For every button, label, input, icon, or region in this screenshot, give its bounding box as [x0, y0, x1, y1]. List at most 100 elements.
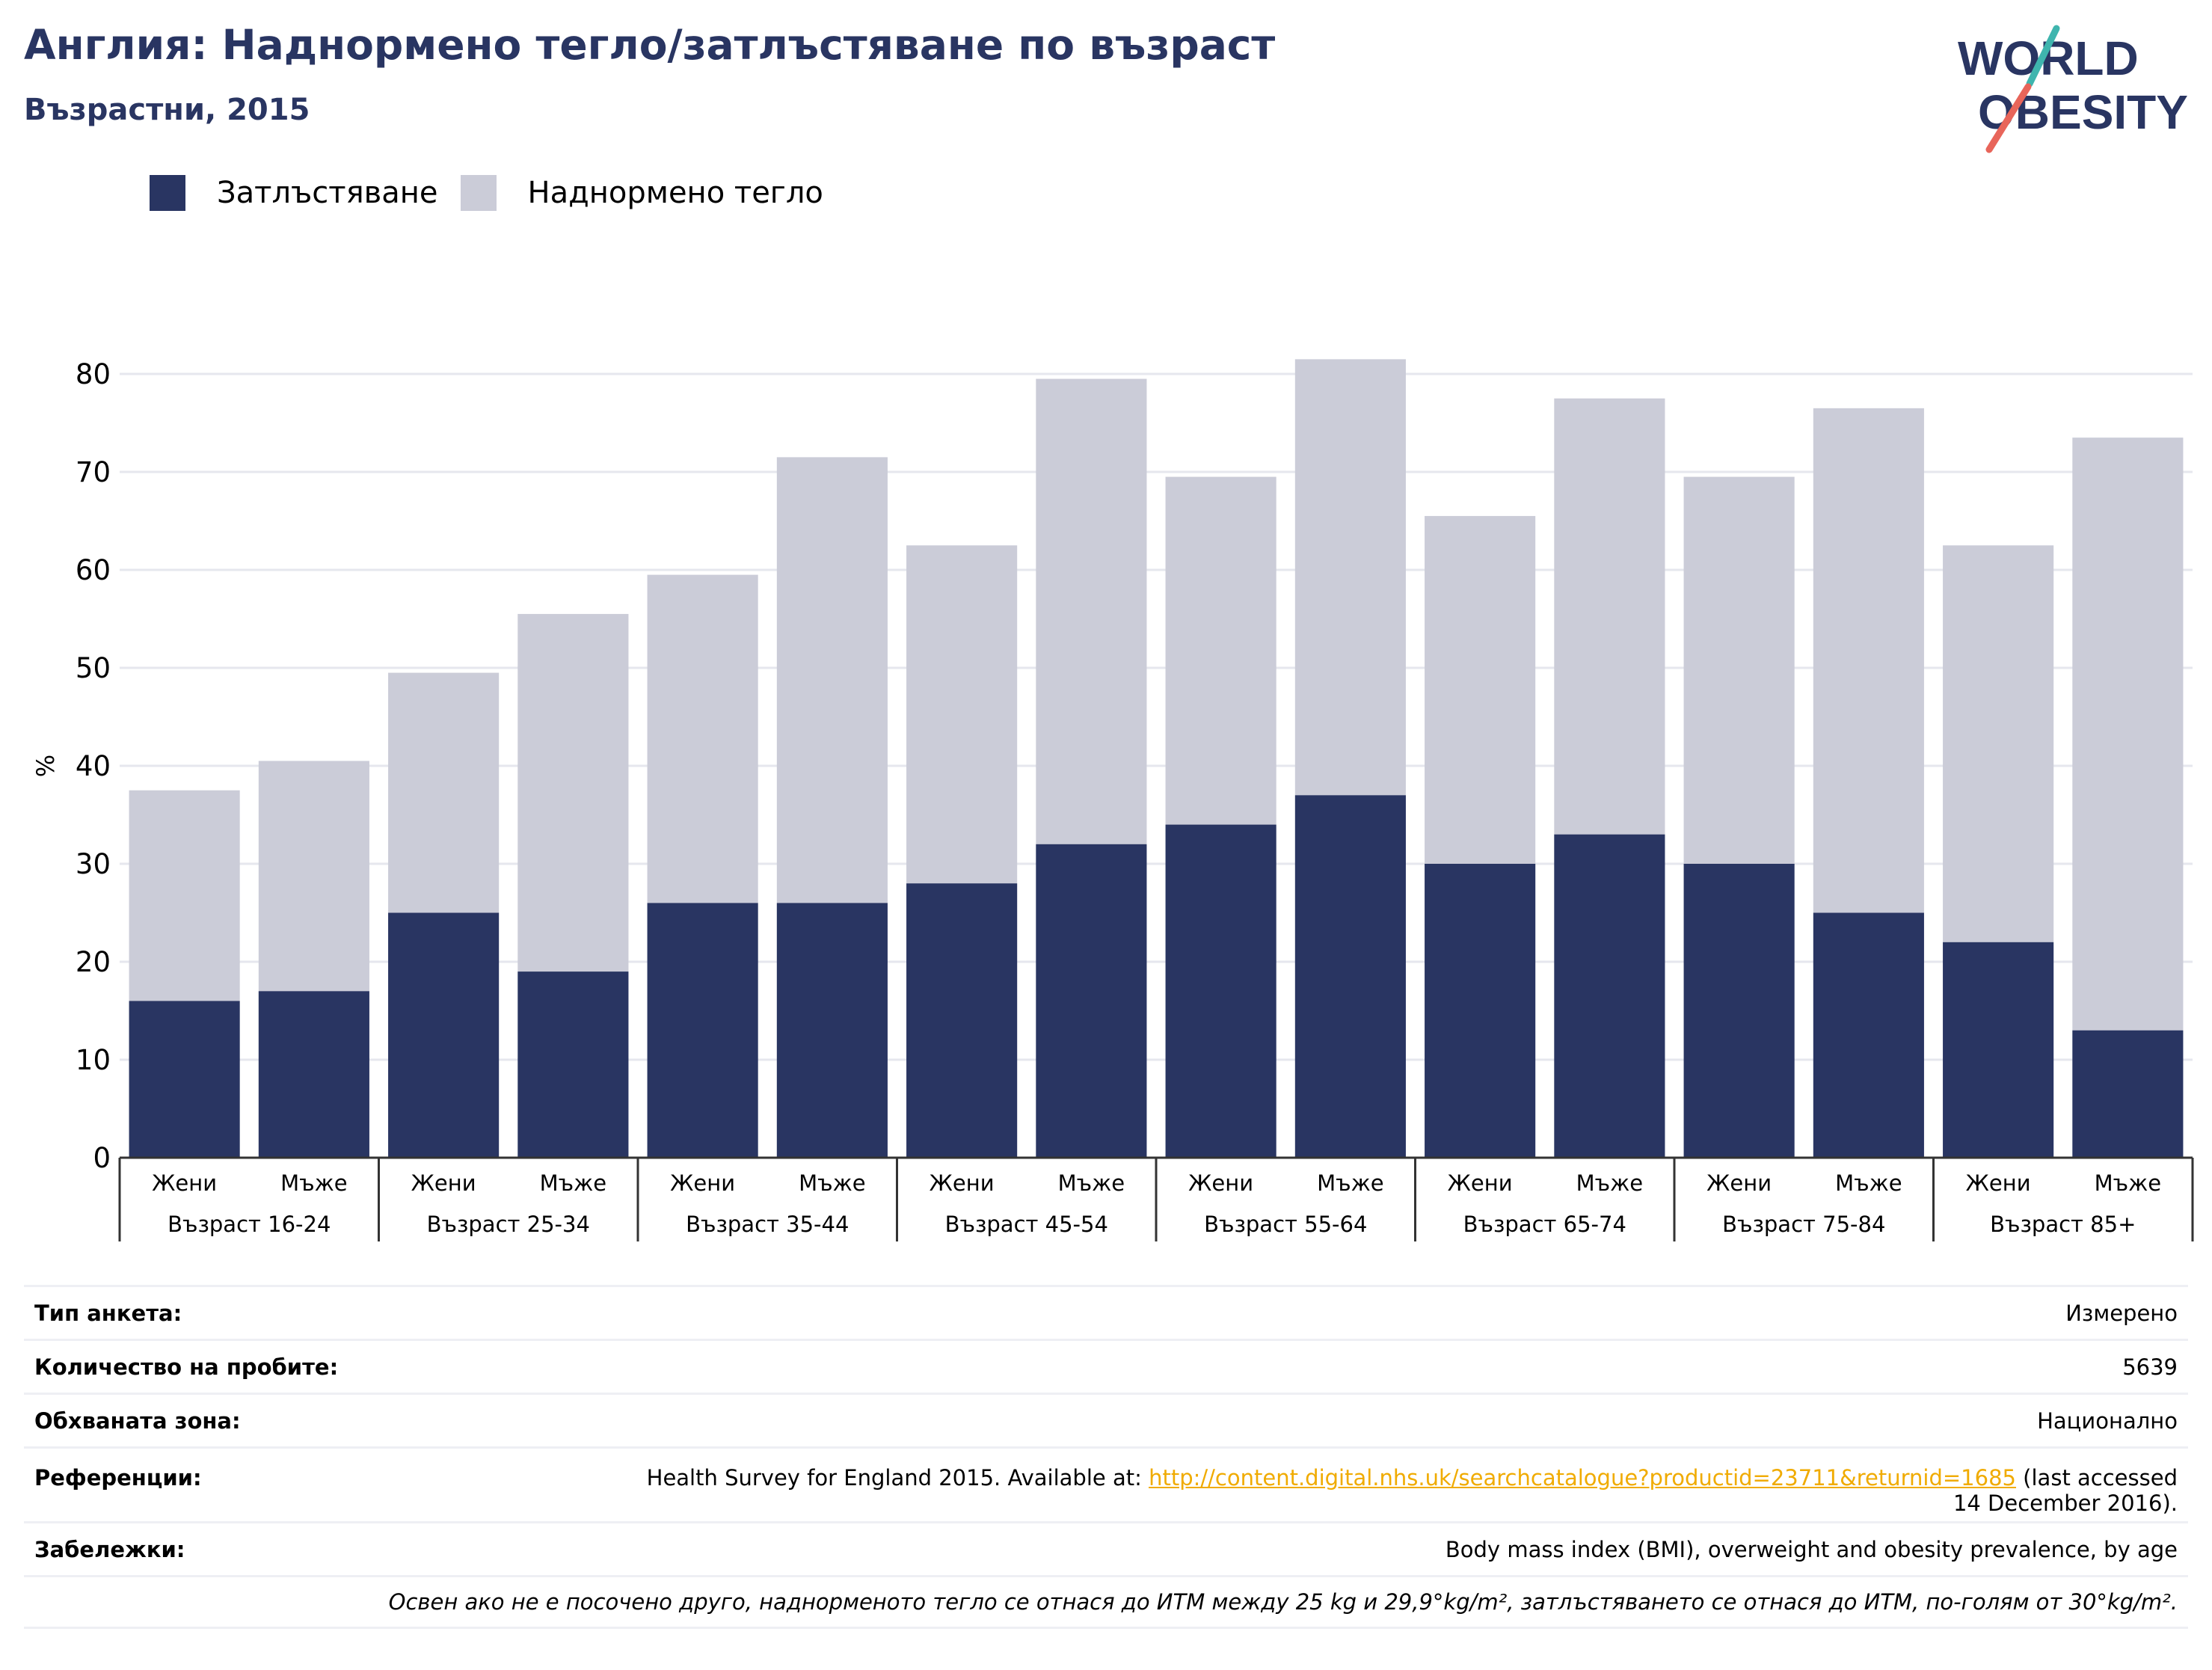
y-tick-label: 60: [76, 554, 111, 586]
legend-label-obesity: Затлъстяване: [217, 176, 438, 210]
bar-obesity: [388, 912, 500, 1158]
notes-value: Body mass index (BMI), overweight and ob…: [1445, 1536, 2178, 1562]
page-title: Англия: Наднормено тегло/затлъстяване по…: [24, 21, 1276, 69]
notes-label: Забележки:: [34, 1536, 185, 1562]
x-tick-label: Жени: [1706, 1170, 1772, 1196]
bar-obesity: [1813, 912, 1924, 1158]
bar-obesity: [517, 971, 629, 1158]
group-label: Възраст 75-84: [1722, 1212, 1885, 1237]
legend-swatch-overweight: [460, 175, 497, 211]
legend-label-overweight: Наднормено тегло: [527, 176, 823, 210]
y-tick-label: 20: [76, 946, 111, 978]
footnote: Освен ако не е посочено друго, наднормен…: [388, 1589, 2178, 1615]
info-row-notes: Забележки: Body mass index (BMI), overwe…: [24, 1521, 2188, 1575]
x-tick-label: Мъже: [2095, 1170, 2161, 1196]
group-label: Възраст 25-34: [427, 1212, 590, 1237]
x-tick-label: Мъже: [540, 1170, 606, 1196]
sample-size-value: 5639: [2122, 1354, 2178, 1380]
info-row-area: Обхваната зона: Национално: [24, 1393, 2188, 1446]
bar-overweight: [1813, 408, 1924, 913]
references-text-after: (last accessed: [2015, 1465, 2178, 1491]
chart-legend: Затлъстяване Наднормено тегло: [150, 172, 846, 214]
legend-item-overweight: Наднормено тегло: [460, 175, 823, 211]
bar-obesity: [776, 903, 888, 1158]
survey-type-label: Тип анкета:: [34, 1300, 182, 1326]
references-line2: 14 December 2016).: [1953, 1491, 2178, 1516]
references-value: Health Survey for England 2015. Availabl…: [647, 1465, 2178, 1516]
x-tick-label: Мъже: [799, 1170, 865, 1196]
area-label: Обхваната зона:: [34, 1407, 241, 1434]
bar-overweight: [906, 545, 1018, 884]
legend-item-obesity: Затлъстяване: [150, 175, 438, 211]
x-tick-label: Жени: [930, 1170, 995, 1196]
bar-overweight: [517, 613, 629, 972]
bar-obesity: [1036, 844, 1147, 1158]
y-tick-label: 30: [76, 848, 111, 880]
references-text-before: Health Survey for England 2015. Availabl…: [646, 1465, 1149, 1491]
stacked-bar-chart: 0 10 20 30 40 50 60 70 80% Жени Мъже Жени Мъже Жени Мъ…: [31, 358, 2194, 1241]
group-label: Възраст 16-24: [168, 1212, 331, 1237]
bar-overweight: [1425, 515, 1536, 864]
y-tick-label: 10: [76, 1044, 111, 1076]
bar-overweight: [1683, 476, 1795, 864]
x-tick-label: Мъже: [1576, 1170, 1643, 1196]
bar-obesity: [2072, 1030, 2184, 1158]
group-label: Възраст 85+: [1990, 1212, 2136, 1237]
y-tick-label: 0: [93, 1142, 111, 1174]
x-tick-label: Жени: [1188, 1170, 1253, 1196]
x-tick-label: Жени: [1966, 1170, 2031, 1196]
bar-obesity: [258, 991, 369, 1158]
info-row-sample-size: Количество на пробите: 5639: [24, 1339, 2188, 1393]
bar-obesity: [129, 1001, 240, 1158]
bar-overweight: [1554, 398, 1665, 835]
group-label: Възраст 65-74: [1463, 1212, 1626, 1237]
y-tick-label: 70: [76, 456, 111, 488]
bar-overweight: [1036, 378, 1147, 844]
page-subtitle: Възрастни, 2015: [24, 93, 310, 127]
logo-coral-slash: [1985, 83, 2032, 153]
bar-overweight: [129, 790, 240, 1001]
group-label: Възраст 55-64: [1204, 1212, 1367, 1237]
bar-obesity: [647, 903, 758, 1158]
references-link[interactable]: http://content.digital.nhs.uk/searchcata…: [1149, 1465, 2016, 1491]
logo-teal-slash: [2026, 25, 2060, 88]
bar-overweight: [1294, 359, 1406, 796]
info-row-survey-type: Тип анкета: Измерено: [24, 1285, 2188, 1339]
group-label: Възраст 35-44: [686, 1212, 849, 1237]
survey-info-table: Тип анкета: Измерено Количество на проби…: [24, 1285, 2188, 1629]
y-axis-label: %: [31, 755, 60, 777]
sample-size-label: Количество на пробите:: [34, 1354, 339, 1380]
bar-overweight: [388, 672, 500, 913]
bar-overweight: [2072, 438, 2184, 1031]
group-label: Възраст 45-54: [945, 1212, 1108, 1237]
bar-obesity: [1425, 864, 1536, 1158]
y-tick-label: 80: [76, 358, 111, 390]
area-value: Национално: [2037, 1407, 2178, 1434]
bar-obesity: [1554, 834, 1665, 1158]
y-tick-label: 50: [76, 652, 111, 684]
bar-overweight: [1943, 545, 2054, 942]
x-tick-label: Жени: [411, 1170, 476, 1196]
references-label: Референции:: [34, 1465, 202, 1491]
bar-obesity: [1683, 864, 1795, 1158]
info-row-references: Референции: Health Survey for England 20…: [24, 1446, 2188, 1521]
x-tick-label: Мъже: [1317, 1170, 1383, 1196]
x-tick-label: Мъже: [1058, 1170, 1125, 1196]
world-obesity-logo: WORLD OBESITY: [1958, 25, 2188, 153]
bar-obesity: [1294, 795, 1406, 1158]
bar-overweight: [647, 574, 758, 903]
x-tick-label: Жени: [670, 1170, 735, 1196]
bar-obesity: [1165, 824, 1276, 1158]
info-row-footnote: Освен ако не е посочено друго, наднормен…: [24, 1575, 2188, 1629]
x-tick-label: Жени: [152, 1170, 217, 1196]
bar-obesity: [1943, 942, 2054, 1158]
bar-overweight: [1165, 476, 1276, 825]
bar-overweight: [258, 761, 369, 992]
survey-type-value: Измерено: [2065, 1300, 2178, 1326]
x-tick-label: Жени: [1448, 1170, 1513, 1196]
bar-obesity: [906, 883, 1018, 1158]
bar-overweight: [776, 457, 888, 903]
y-tick-label: 40: [76, 750, 111, 782]
x-tick-label: Мъже: [1835, 1170, 1902, 1196]
x-tick-label: Мъже: [280, 1170, 347, 1196]
